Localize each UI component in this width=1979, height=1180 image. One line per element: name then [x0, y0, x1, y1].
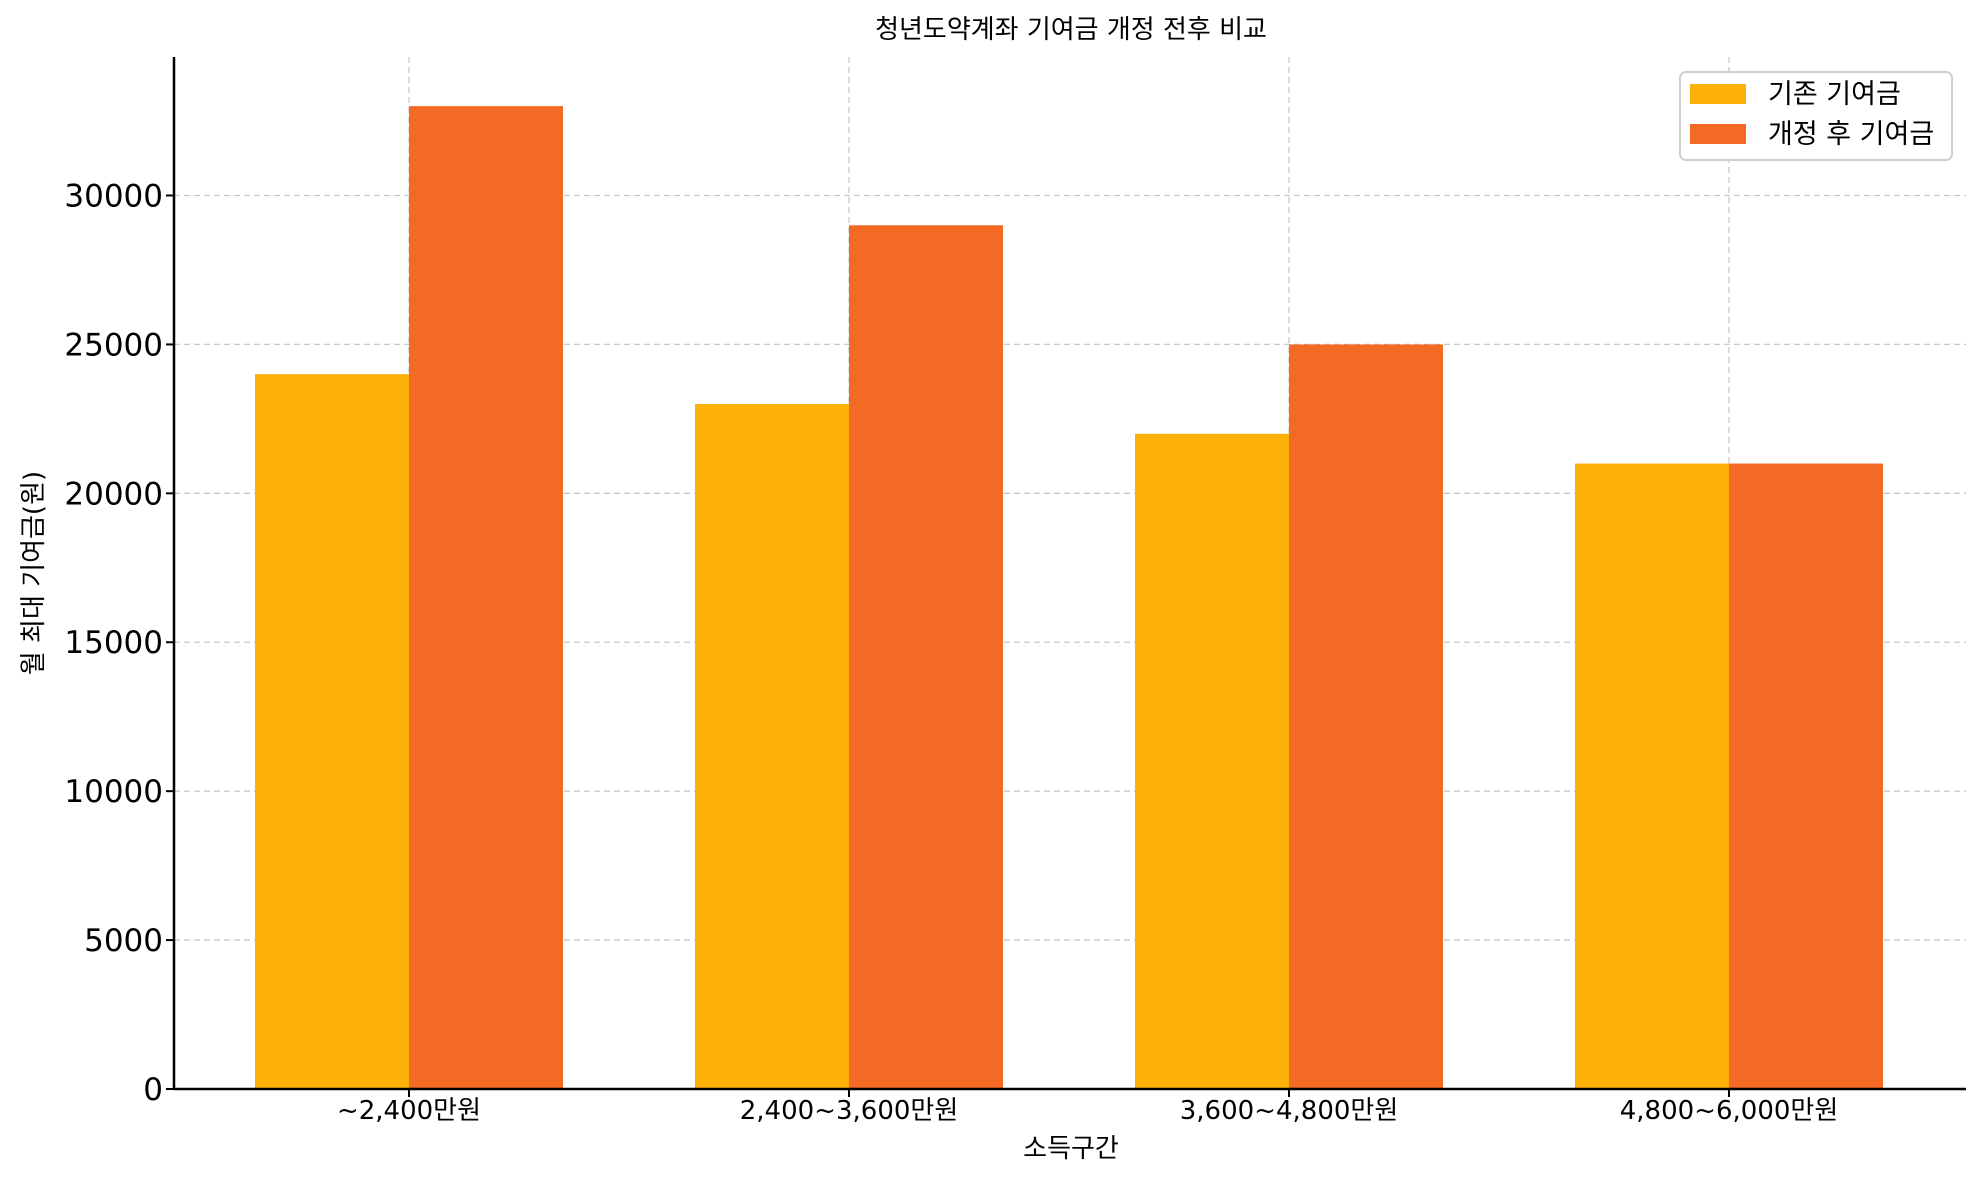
bar-existing-2 [695, 403, 849, 1089]
axes [172, 57, 1966, 1091]
y-tick-labels: 0 5000 10000 15000 20000 25000 30000 [64, 178, 174, 1108]
legend-swatch-existing [1690, 84, 1746, 104]
y-tick-label: 5000 [84, 923, 163, 959]
bars [255, 106, 1883, 1090]
y-tick-label: 20000 [64, 476, 163, 512]
x-tick-label: 4,800~6,000만원 [1620, 1096, 1839, 1126]
x-tick-labels: ~2,400만원 2,400~3,600만원 3,600~4,800만원 4,800~… [337, 1089, 1838, 1126]
bar-revised-4 [1729, 463, 1883, 1090]
chart-title: 청년도약계좌 기여금 개정 전후 비교 [875, 15, 1267, 45]
y-tick-label: 25000 [64, 327, 163, 363]
legend-label-revised: 개정 후 기여금 [1768, 119, 1934, 150]
legend-label-existing: 기존 기여금 [1768, 79, 1901, 110]
y-tick-label: 15000 [64, 625, 163, 661]
y-tick-label: 30000 [64, 178, 163, 214]
y-axis-label: 월 최대 기여금(원) [19, 471, 49, 675]
bar-existing-1 [255, 374, 409, 1089]
x-tick-label: ~2,400만원 [337, 1096, 481, 1126]
legend-frame [1679, 71, 1953, 161]
x-tick-label: 3,600~4,800만원 [1180, 1096, 1399, 1126]
y-tick-label: 0 [143, 1072, 163, 1108]
bar-existing-3 [1135, 433, 1289, 1089]
x-tick-label: 2,400~3,600만원 [740, 1096, 959, 1126]
x-axis-label: 소득구간 [1023, 1134, 1119, 1164]
bar-revised-1 [409, 106, 563, 1089]
legend: 기존 기여금 개정 후 기여금 [1679, 71, 1953, 161]
legend-swatch-revised [1690, 124, 1746, 144]
y-tick-label: 10000 [64, 774, 163, 810]
bar-revised-2 [849, 225, 1003, 1090]
bar-existing-4 [1575, 463, 1729, 1090]
bar-revised-3 [1289, 344, 1443, 1089]
